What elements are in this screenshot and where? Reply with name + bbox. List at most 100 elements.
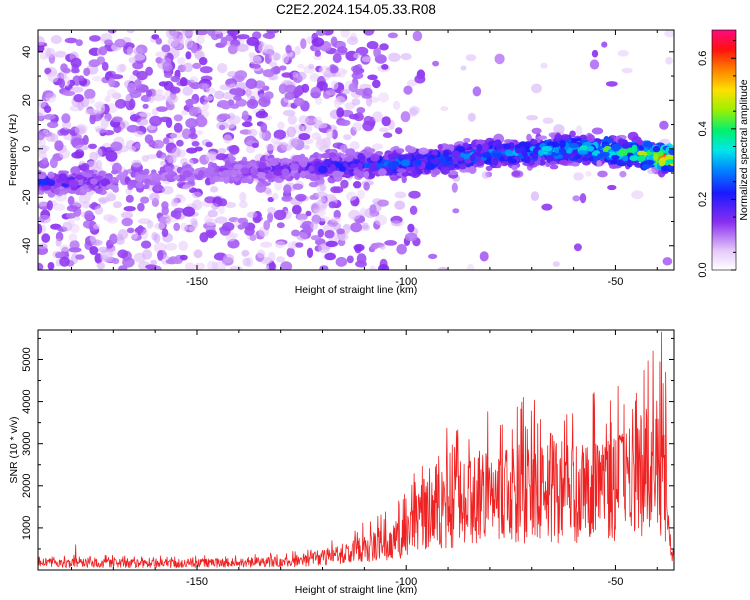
heatmap-cell — [215, 153, 228, 161]
heatmap-cell — [214, 90, 225, 100]
heatmap-cell — [222, 222, 235, 232]
y-tick-label: -40 — [21, 238, 33, 254]
heatmap-cell — [379, 127, 389, 133]
heatmap-cell — [68, 233, 78, 242]
heatmap-cell — [364, 151, 372, 159]
heatmap-cell — [110, 141, 123, 152]
heatmap-cell — [134, 79, 142, 89]
heatmap-cell — [165, 30, 178, 39]
heatmap-cell — [38, 262, 44, 270]
heatmap-cell — [360, 207, 366, 217]
heatmap-cell — [337, 46, 348, 54]
heatmap-cell — [560, 134, 571, 140]
heatmap-cell — [38, 200, 48, 207]
heatmap-cell — [574, 154, 582, 159]
heatmap-cell — [399, 154, 409, 159]
heatmap-cell — [315, 138, 328, 150]
heatmap-cell — [511, 164, 518, 171]
heatmap-cell — [241, 110, 249, 121]
heatmap-cell — [316, 81, 328, 91]
heatmap-cell — [100, 117, 109, 129]
x-tick-label: -50 — [607, 576, 623, 588]
heatmap-cell — [378, 264, 390, 270]
heatmap-cell — [39, 179, 47, 185]
y-tick-label: 40 — [21, 46, 33, 58]
heatmap-cell — [83, 67, 91, 77]
heatmap-cell — [393, 100, 401, 110]
heatmap-cell — [504, 150, 513, 157]
heatmap-cell — [351, 98, 361, 106]
heatmap-cell — [390, 220, 402, 227]
heatmap-cell — [428, 253, 438, 260]
heatmap-cell — [161, 44, 171, 53]
heatmap-cell — [372, 79, 381, 89]
spectrogram-ylabel: Frequency (Hz) — [7, 114, 19, 186]
heatmap-cell — [177, 174, 187, 182]
heatmap-cell — [286, 126, 296, 138]
heatmap-cell — [93, 223, 101, 230]
heatmap-cell — [526, 133, 532, 142]
heatmap-cell — [193, 249, 203, 259]
spectrogram-xlabel: Height of straight line (km) — [295, 284, 418, 296]
heatmap-cell — [330, 217, 342, 223]
heatmap-cell — [109, 233, 118, 245]
heatmap-cell — [340, 179, 349, 189]
heatmap-cell — [49, 157, 58, 169]
heatmap-cell — [572, 195, 581, 202]
heatmap-cell — [188, 133, 198, 140]
heatmap-cell — [408, 190, 421, 199]
heatmap-cell — [112, 258, 120, 265]
heatmap-cell — [139, 112, 152, 118]
heatmap-cell — [409, 205, 418, 215]
heatmap-cell — [242, 221, 249, 228]
heatmap-cell — [125, 194, 134, 203]
heatmap-cell — [387, 153, 398, 160]
heatmap-cell — [47, 121, 59, 129]
heatmap-cell — [357, 162, 363, 169]
heatmap-cell — [273, 52, 280, 61]
heatmap-cell — [131, 159, 142, 168]
heatmap-cell — [338, 165, 346, 172]
heatmap-cell — [265, 173, 274, 180]
heatmap-cell — [223, 134, 233, 144]
heatmap-cell — [84, 210, 94, 221]
heatmap-cell — [184, 262, 195, 270]
heatmap-cell — [494, 53, 505, 65]
heatmap-cell — [107, 216, 118, 224]
heatmap-cell — [66, 212, 76, 219]
heatmap-cell — [126, 124, 140, 133]
heatmap-cell — [346, 36, 359, 46]
heatmap-cell — [146, 154, 158, 160]
heatmap-cell — [310, 235, 322, 241]
heatmap-cell — [38, 131, 46, 141]
heatmap-cell — [75, 39, 83, 47]
heatmap-cell — [141, 155, 149, 162]
heatmap-cell — [378, 168, 387, 177]
x-tick-label: -100 — [395, 576, 417, 588]
heatmap-cell — [278, 142, 289, 148]
heatmap-cell — [292, 71, 299, 78]
heatmap-cell — [173, 114, 183, 122]
heatmap-cell — [631, 144, 638, 153]
heatmap-cell — [315, 191, 328, 198]
heatmap-cell — [98, 46, 108, 56]
heatmap-cell — [179, 77, 188, 87]
heatmap-cell — [94, 205, 104, 215]
heatmap-cell — [205, 87, 216, 95]
heatmap-cell — [581, 156, 589, 162]
heatmap-cell — [155, 89, 164, 96]
heatmap-cell — [334, 95, 346, 105]
heatmap-cell — [340, 30, 350, 38]
heatmap-cell — [205, 153, 216, 163]
heatmap-cell — [245, 87, 252, 97]
heatmap-cell — [221, 169, 232, 178]
heatmap-cell — [316, 122, 328, 129]
heatmap-cell — [569, 130, 576, 138]
heatmap-cell — [86, 173, 93, 178]
heatmap-cell — [619, 170, 627, 178]
heatmap-cell — [68, 179, 79, 188]
heatmap-cell — [75, 254, 85, 260]
heatmap-cell — [198, 57, 208, 66]
heatmap-cell — [166, 94, 179, 104]
heatmap-cell — [586, 134, 596, 143]
